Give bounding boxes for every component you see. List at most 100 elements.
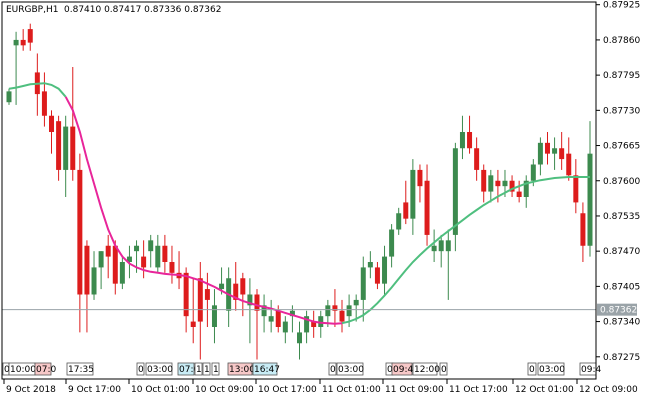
candle-body (197, 278, 203, 322)
candle (382, 245, 388, 295)
x-tick-label: 9 Oct 17:00 (68, 385, 121, 395)
candle (396, 207, 402, 235)
candle (339, 299, 345, 333)
candle-body (91, 267, 97, 295)
candle-body (162, 245, 168, 262)
candle-body (467, 132, 473, 149)
candle (183, 267, 189, 333)
candle-body (183, 272, 189, 317)
session-marker-box (537, 362, 565, 376)
candle (190, 278, 196, 344)
y-tick-label: 0.87860 (603, 36, 640, 46)
candle (318, 310, 324, 338)
candle-body (325, 305, 331, 317)
candle (70, 67, 76, 181)
session-marker-label: 17:35 (68, 365, 94, 375)
session-marker-label: 0 (441, 365, 447, 375)
ma-line-rising (341, 176, 590, 325)
candle-body (374, 267, 380, 284)
session-marker-label: 0 (4, 365, 10, 375)
candle-body (134, 245, 140, 252)
session-marker: 1 (202, 362, 211, 376)
session-marker-box (194, 362, 203, 376)
session-marker: 0 (136, 362, 145, 376)
candle-body (445, 240, 451, 252)
candle-body (552, 148, 558, 154)
moving-average-layer (8, 82, 590, 325)
session-marker-label: 0 (330, 365, 336, 375)
candle-body (382, 256, 388, 284)
candle-body (396, 213, 402, 230)
session-marker-label: 09:4 (581, 365, 601, 375)
candle (424, 164, 430, 246)
candle-body (70, 126, 76, 170)
candle (197, 262, 203, 360)
session-marker-label: 03:00 (539, 365, 565, 375)
candle-body (452, 148, 458, 235)
candle (91, 251, 97, 300)
candle (559, 132, 565, 170)
session-marker: 09:4 (579, 362, 601, 376)
session-marker-label: 03:00 (147, 365, 173, 375)
session-marker: 03:00 (537, 362, 565, 376)
y-tick-label: 0.87535 (603, 212, 640, 222)
candle (126, 245, 132, 279)
candle-body (141, 256, 147, 268)
session-marker-box (336, 362, 364, 376)
candle (516, 180, 522, 203)
candle (49, 110, 55, 154)
x-tick-label: 11 Oct 01:00 (322, 385, 381, 395)
session-marker: 0 (527, 362, 537, 376)
candle-body (495, 180, 501, 187)
candle-body (261, 305, 267, 317)
candle-body (240, 278, 246, 295)
candle-body (332, 305, 338, 311)
candle-body (530, 164, 536, 181)
session-marker: 1 (194, 362, 203, 376)
candle (304, 310, 310, 344)
candle-body (353, 299, 359, 306)
session-marker-box (211, 362, 220, 376)
candle (566, 137, 572, 181)
candle-body (339, 310, 345, 322)
candle-body (488, 175, 494, 192)
candle (467, 115, 473, 154)
candle (580, 202, 586, 262)
candle (282, 316, 288, 344)
candle (148, 234, 154, 268)
candle-body (346, 305, 352, 317)
time-axis[interactable]: 9 Oct 2018 9 Oct 17:00 10 Oct 01:00 10 Oct … (3, 379, 638, 395)
y-tick-label: 0.87795 (603, 71, 640, 81)
candle-body (275, 310, 281, 327)
session-marker-box (136, 362, 145, 376)
candle-body (417, 169, 423, 187)
candle-body (431, 245, 437, 252)
y-tick-label: 0.87470 (603, 247, 640, 257)
session-marker-box (412, 362, 438, 376)
candle (13, 31, 19, 105)
session-marker: 0 (439, 362, 448, 376)
candle (353, 294, 359, 322)
candle-body (559, 148, 565, 160)
candle-body (516, 191, 522, 197)
session-marker-label: 1 (204, 365, 210, 375)
candle (332, 289, 338, 327)
current-price-tag (597, 303, 637, 316)
candle-body (481, 169, 487, 192)
session-marker: 13:00 (227, 362, 255, 376)
price-axis[interactable]: 0.87925 0.87860 0.87795 0.87730 0.87665 0.876… (596, 1, 640, 363)
y-tick-label: 0.87340 (603, 318, 640, 328)
session-marker-box (145, 362, 173, 376)
candle (204, 272, 210, 327)
candle (169, 245, 175, 284)
candle-body (219, 283, 225, 290)
candle (27, 23, 33, 51)
candle-body (403, 202, 409, 219)
session-marker-box (202, 362, 211, 376)
candle-body (566, 153, 572, 176)
ma-line-rising (8, 82, 67, 98)
session-marker-label: 10:00 (10, 365, 36, 375)
